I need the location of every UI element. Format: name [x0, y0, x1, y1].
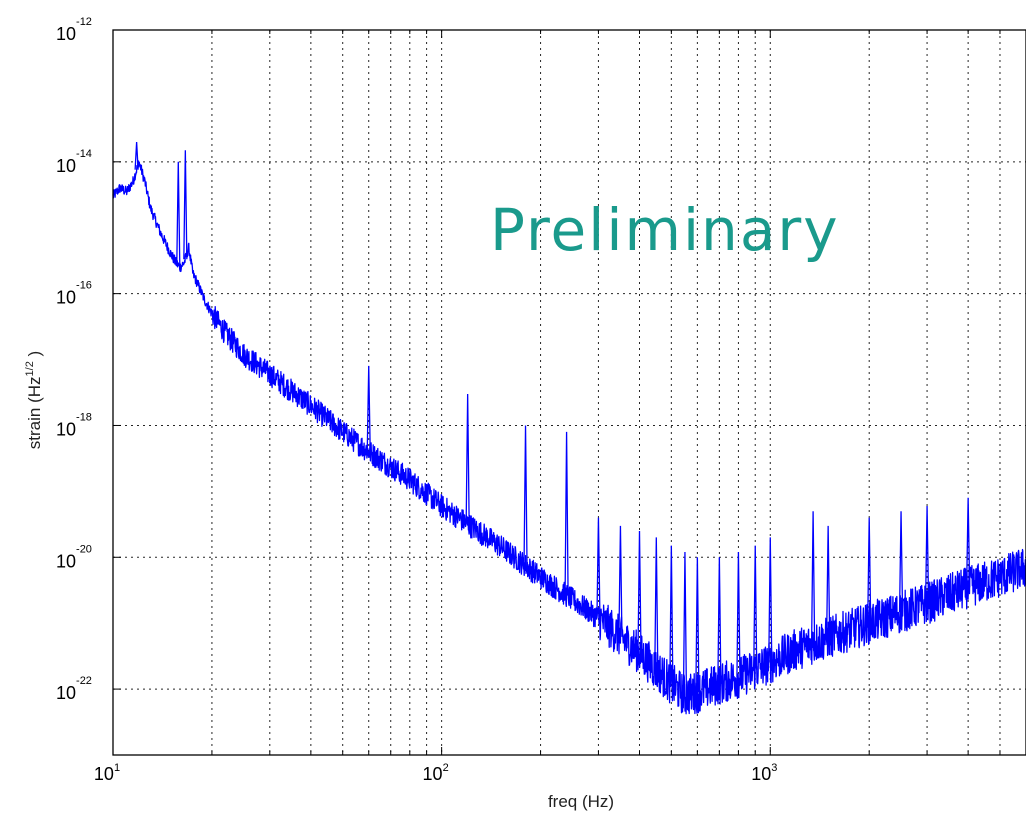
y-axis-label-sup: 1/2 [24, 361, 36, 376]
series-spike [669, 545, 674, 684]
series-spike [183, 150, 188, 260]
x-tick-label: 101 [94, 762, 120, 784]
x-tick-label: 103 [751, 762, 777, 784]
tick-marks [113, 29, 1001, 755]
preliminary-annotation: Preliminary [490, 196, 840, 264]
series-spike [924, 505, 930, 604]
series-spike [898, 511, 904, 613]
series-spike [618, 525, 623, 637]
series-spike [867, 517, 872, 624]
series-spike [654, 537, 659, 670]
series-layer [112, 141, 1026, 715]
y-axis-label-suffix: ) [25, 351, 44, 361]
y-tick-label: 10-16 [56, 280, 92, 308]
series-spike [753, 545, 758, 670]
series-spike [465, 394, 470, 524]
series-spike [366, 365, 371, 452]
y-axis-label-prefix: strain (Hz [25, 376, 44, 449]
y-axis-label: strain (Hz1/2 ) [24, 351, 44, 449]
axes-box [112, 29, 1026, 756]
series-spike [682, 552, 688, 696]
y-tick-label: 10-12 [56, 16, 92, 44]
series-spike [596, 517, 601, 618]
series-spike [736, 552, 741, 678]
grid [113, 30, 1026, 755]
series-spike [965, 497, 971, 588]
x-tick-label: 102 [423, 762, 449, 784]
series-spike [523, 425, 528, 566]
series-line [112, 160, 1026, 715]
series-spike [695, 557, 700, 693]
y-tick-label: 10-14 [56, 148, 92, 176]
tick-labels: 101 102 103 10-12 10-14 10-16 10-18 10-20 10-22 [56, 16, 777, 784]
y-tick-label: 10-22 [56, 675, 92, 703]
x-axis-label: freq (Hz) [548, 792, 614, 811]
series-spike [637, 531, 642, 654]
series-spike [717, 557, 722, 684]
axes-frame [112, 29, 1026, 756]
y-tick-label: 10-20 [56, 543, 92, 571]
series-spike [810, 511, 816, 644]
series-spike [825, 525, 831, 638]
series-spike [768, 537, 773, 663]
series-spike [134, 141, 139, 170]
y-tick-label: 10-18 [56, 411, 92, 439]
series-spike [176, 161, 181, 266]
series-spike [564, 431, 569, 596]
